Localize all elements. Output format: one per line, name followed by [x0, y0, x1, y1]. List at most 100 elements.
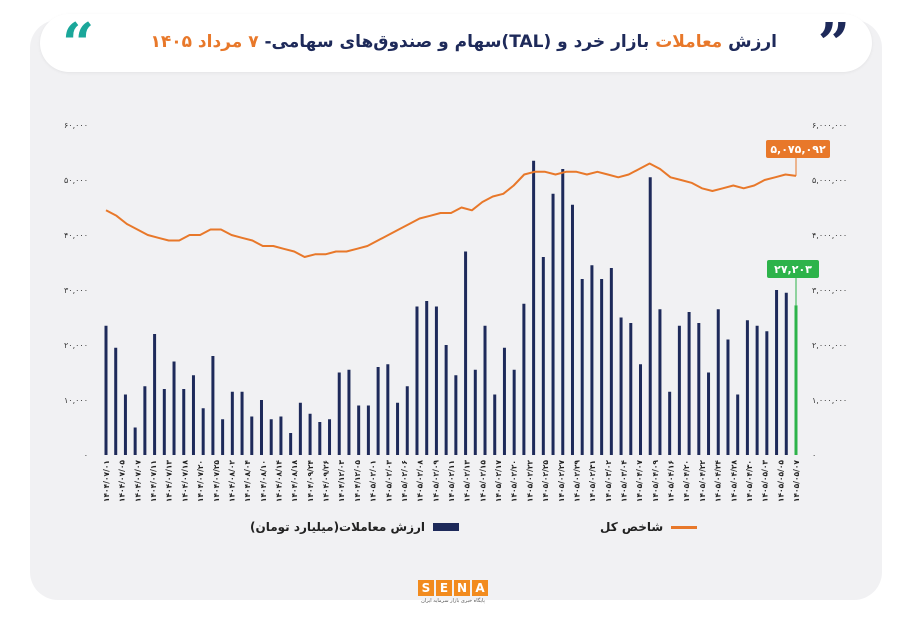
x-tick-label: ۱۴۰۴/۰۷/۲۰ — [196, 460, 205, 502]
x-tick-label: ۱۴۰۵/۰۲/۰۳ — [384, 460, 393, 503]
data-bar — [677, 325, 681, 455]
bar-callout-box — [767, 260, 819, 278]
y-left-tick-label: ۳۰,۰۰۰ — [64, 286, 88, 295]
x-tick-label: ۱۴۰۵/۰۲/۳۱ — [588, 460, 597, 502]
y-left-tick-label: ۵۰,۰۰۰ — [64, 176, 88, 185]
data-bar — [600, 279, 604, 455]
data-bar — [658, 309, 662, 455]
data-bar — [668, 391, 672, 455]
data-bar — [357, 405, 361, 455]
data-bar — [493, 394, 497, 455]
legend-bar-swatch — [433, 523, 460, 531]
x-tick-label: ۱۴۰۵/۰۴/۳۰ — [745, 460, 754, 502]
data-bar — [172, 361, 176, 455]
x-tick-label: ۱۴۰۴/۰۷/۰۵ — [118, 460, 127, 503]
data-bar — [259, 400, 263, 455]
logo-letter: S — [418, 580, 434, 596]
x-tick-label: ۱۴۰۵/۰۵/۰۳ — [761, 460, 770, 503]
y-right-tick-label: ۰ — [812, 451, 816, 460]
data-bar — [755, 325, 759, 455]
x-tick-label: ۱۴۰۴/۰۸/۰۴ — [243, 460, 252, 503]
y-left-tick-label: ۱۰,۰۰۰ — [64, 396, 88, 405]
x-tick-label: ۱۴۰۴/۰۸/۰۲ — [227, 460, 236, 503]
y-right-tick-label: ۳,۰۰۰,۰۰۰ — [812, 286, 847, 295]
y-left-tick-label: ۲۰,۰۰۰ — [64, 341, 88, 350]
data-bar — [162, 389, 166, 455]
data-bar — [279, 416, 283, 455]
x-tick-label: ۱۴۰۵/۰۴/۲۰ — [682, 460, 691, 502]
data-bar — [629, 323, 633, 455]
data-bar — [123, 394, 127, 455]
x-tick-label: ۱۴۰۴/۰۹/۲۶ — [322, 460, 331, 502]
title-date: ۷ مرداد ۱۴۰۵ — [150, 32, 259, 52]
y-right-tick-label: ۶,۰۰۰,۰۰۰ — [812, 121, 847, 130]
x-tick-label: ۱۴۰۴/۱۲/۰۵ — [353, 460, 362, 503]
quote-left-icon: “ — [62, 11, 95, 77]
data-bar — [298, 402, 302, 455]
data-bar — [716, 309, 720, 455]
y-right-tick-label: ۵,۰۰۰,۰۰۰ — [812, 176, 847, 185]
legend-line-swatch — [671, 525, 698, 529]
data-bar — [133, 427, 137, 455]
data-bar — [570, 204, 574, 455]
data-bar — [609, 268, 613, 455]
x-tick-label: ۱۴۰۵/۰۲/۱۷ — [494, 460, 503, 503]
x-tick-label: ۱۴۰۵/۰۳/۰۴ — [620, 460, 629, 503]
x-tick-label: ۱۴۰۵/۰۲/۰۶ — [400, 460, 409, 502]
data-bar — [707, 372, 711, 455]
data-bar — [794, 305, 798, 455]
data-bar — [580, 279, 584, 455]
x-tick-label: ۱۴۰۵/۰۵/۰۵ — [776, 460, 785, 503]
data-bar — [561, 169, 565, 455]
data-bar — [784, 292, 788, 455]
x-tick-label: ۱۴۰۴/۰۷/۱۱ — [149, 460, 158, 502]
x-tick-label: ۱۴۰۴/۰۹/۲۴ — [306, 460, 315, 503]
data-bar — [590, 265, 594, 455]
legend-line: شاخص کل — [600, 520, 698, 534]
data-bar — [405, 386, 409, 455]
x-tick-label: ۱۴۰۴/۰۷/۰۱ — [102, 460, 111, 502]
legend-bars: ارزش معاملات(میلیارد تومان) — [250, 520, 460, 534]
x-tick-label: ۱۴۰۴/۰۷/۰۷ — [133, 460, 142, 503]
data-bar — [153, 334, 157, 455]
line-callout-label: ۵,۰۷۵,۰۹۲ — [770, 143, 826, 156]
data-bar — [473, 369, 477, 455]
logo-letter: A — [472, 580, 488, 596]
index-line — [105, 162, 797, 258]
line-callout-box — [766, 140, 830, 158]
data-bar — [240, 391, 244, 455]
title-highlight: معاملات — [655, 32, 723, 52]
x-tick-label: ۱۴۰۴/۰۷/۲۵ — [212, 460, 221, 503]
data-bar — [182, 389, 186, 455]
data-bar — [522, 303, 526, 455]
x-tick-label: ۱۴۰۵/۰۲/۰۱ — [369, 460, 378, 502]
y-left-tick-label: ۴۰,۰۰۰ — [64, 231, 88, 240]
data-bar — [415, 306, 419, 455]
x-tick-label: ۱۴۰۵/۰۴/۱۶ — [667, 460, 676, 502]
x-tick-label: ۱۴۰۴/۰۷/۱۳ — [165, 460, 174, 503]
title-part-2: بازار خرد و (TAL)سهام و صندوق‌های سهامی- — [264, 32, 650, 52]
x-tick-label: ۱۴۰۵/۰۲/۲۹ — [572, 460, 581, 503]
data-bar — [765, 331, 769, 455]
data-bar — [551, 193, 555, 455]
x-tick-label: ۱۴۰۵/۰۲/۰۸ — [416, 460, 425, 503]
x-tick-label: ۱۴۰۵/۰۲/۱۵ — [478, 460, 487, 503]
data-bar — [464, 251, 468, 455]
x-tick-label: ۱۴۰۴/۰۸/۱۸ — [290, 460, 299, 503]
x-tick-label: ۱۴۰۵/۰۴/۰۷ — [635, 460, 644, 503]
data-bar — [434, 306, 438, 455]
data-bar — [396, 402, 400, 455]
x-tick-label: ۱۴۰۵/۰۲/۰۹ — [431, 460, 440, 503]
y-left-tick-label: ۰ — [84, 451, 88, 460]
x-tick-label: ۱۴۰۵/۰۳/۰۲ — [604, 460, 613, 503]
legend-bar-label: ارزش معاملات(میلیارد تومان) — [250, 520, 426, 534]
data-bar — [687, 312, 691, 455]
x-tick-label: ۱۴۰۵/۰۵/۰۷ — [792, 460, 801, 503]
data-bar — [114, 347, 118, 455]
x-tick-label: ۱۴۰۵/۰۲/۱۱ — [447, 460, 456, 502]
data-bar — [444, 345, 448, 455]
title-part-1: ارزش — [728, 32, 777, 52]
data-bar — [337, 372, 341, 455]
x-tick-label: ۱۴۰۵/۰۴/۰۹ — [651, 460, 660, 503]
data-bar — [483, 325, 487, 455]
